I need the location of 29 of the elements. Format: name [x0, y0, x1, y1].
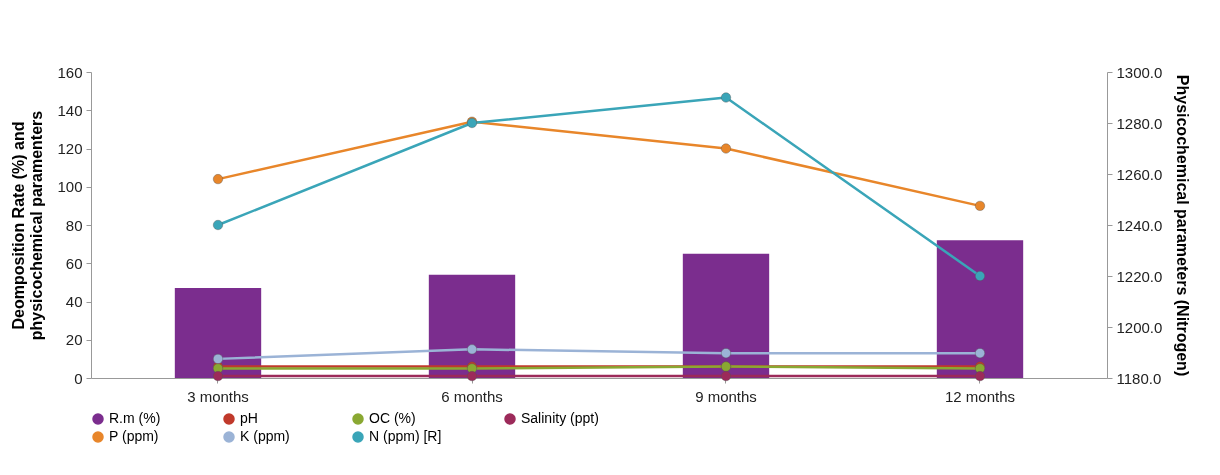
y-tick-label: 40 [65, 293, 83, 310]
y2-tick-label: 1180.0 [1116, 369, 1162, 387]
x-tick-label: 3 months [187, 387, 249, 405]
legend-label: Salinity (ppt) [521, 410, 599, 426]
y2-tick-label: 1280.0 [1116, 114, 1163, 132]
y-tick-label: 120 [57, 140, 83, 157]
y2-tick-label: 1300.0 [1116, 63, 1163, 81]
legend-label: K (ppm) [240, 428, 290, 444]
y-axis-title: Deomposition Rate (%) and physicochemical paramenters [10, 110, 46, 341]
y-tick-label: 80 [65, 216, 83, 234]
y-tick-label: 20 [65, 331, 83, 349]
x-tick-label: 9 months [695, 387, 757, 405]
y-tick-label: 100 [57, 178, 83, 196]
y-tick-label: 140 [57, 101, 83, 119]
y-tick-label: 60 [65, 254, 83, 272]
legend-label: pH [240, 410, 258, 426]
y2-tick-label: 1240.0 [1116, 216, 1163, 234]
y2-axis-title: Physicochemical parameters (Nitrogen) [1174, 74, 1192, 377]
y2-tick-label: 1200.0 [1116, 318, 1163, 336]
x-tick-label: 6 months [441, 387, 503, 405]
legend-label: R.m (%) [109, 410, 161, 426]
legend-label: OC (%) [369, 410, 416, 426]
y2-tick-label: 1220.0 [1116, 267, 1163, 285]
legend-label: N (ppm) [R] [369, 428, 442, 444]
legend-label: P (ppm) [109, 428, 159, 444]
y-tick-label: 160 [57, 63, 83, 81]
y2-tick-label: 1260.0 [1116, 165, 1163, 183]
y-tick-label: 0 [74, 369, 83, 387]
x-tick-label: 12 months [944, 387, 1016, 405]
